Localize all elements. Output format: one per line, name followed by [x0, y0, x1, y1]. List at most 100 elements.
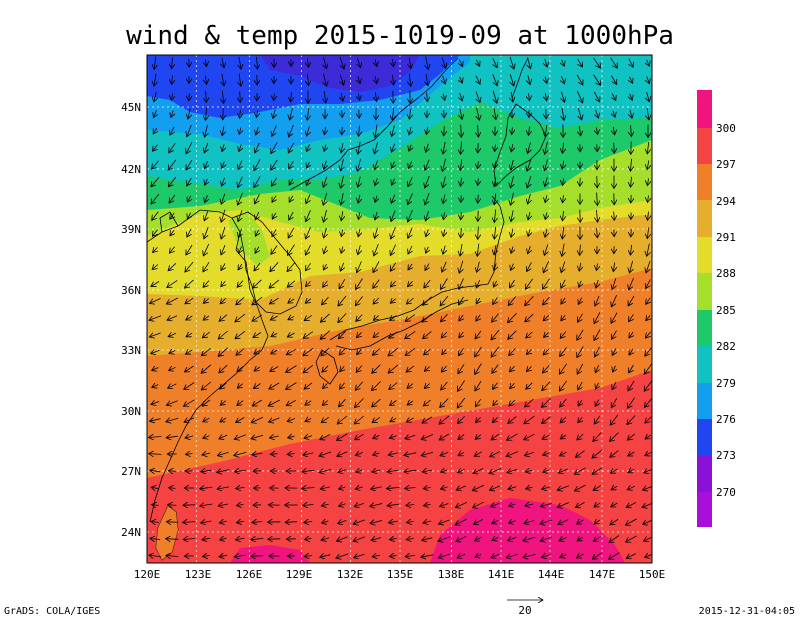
wind-vector — [613, 110, 615, 118]
wind-vector — [561, 75, 564, 84]
wind-vector — [597, 144, 598, 151]
wind-vector — [271, 177, 278, 186]
wind-vector — [561, 91, 564, 102]
wind-vector — [169, 246, 175, 253]
wind-vector — [388, 521, 398, 523]
wind-vector — [613, 127, 614, 135]
wind-vector — [646, 260, 650, 273]
wind-vector — [306, 144, 309, 151]
wind-vector — [221, 244, 225, 255]
wind-vector — [421, 434, 434, 439]
wind-vector — [251, 435, 264, 439]
wind-vector — [222, 58, 224, 68]
wind-vector — [544, 159, 547, 170]
colorbar-swatch — [697, 237, 712, 273]
x-tick-label: 132E — [337, 568, 364, 581]
wind-vector — [390, 556, 397, 557]
wind-vector — [508, 416, 517, 424]
wind-vector — [373, 279, 380, 289]
wind-vector — [355, 433, 364, 439]
wind-vector — [186, 142, 193, 154]
wind-vector — [543, 470, 550, 472]
wind-vector — [594, 503, 601, 507]
wind-vector — [491, 329, 500, 340]
wind-vector — [475, 363, 482, 375]
wind-vector — [631, 125, 632, 136]
wind-vector — [441, 331, 448, 338]
wind-vector — [626, 553, 636, 559]
wind-vector — [221, 281, 225, 286]
wind-vector — [575, 484, 586, 491]
wind-vector — [321, 347, 330, 356]
wind-vector — [169, 351, 176, 354]
wind-vector — [372, 364, 381, 374]
wind-vector — [239, 56, 241, 69]
wind-vector — [286, 348, 296, 354]
wind-vector — [559, 537, 568, 541]
wind-vector — [491, 554, 500, 557]
wind-vector — [271, 142, 278, 153]
wind-vector — [166, 555, 179, 556]
wind-vector — [460, 108, 462, 120]
wind-vector — [304, 521, 313, 522]
wind-vector — [543, 314, 550, 321]
wind-vector — [150, 419, 161, 422]
wind-vector — [253, 279, 262, 288]
wind-vector — [441, 487, 448, 489]
wind-vector — [324, 227, 327, 238]
wind-vector — [152, 505, 159, 506]
coastline-sakhalin — [511, 57, 529, 99]
wind-vector — [168, 384, 177, 388]
wind-vector — [560, 331, 567, 339]
wind-vector — [388, 364, 399, 373]
wind-vector — [285, 522, 297, 523]
wind-vector — [338, 330, 346, 339]
wind-vector — [422, 313, 433, 322]
wind-vector — [459, 59, 462, 67]
wind-vector — [647, 227, 648, 238]
wind-vector — [238, 210, 242, 221]
wind-vector — [321, 416, 330, 422]
wind-vector — [342, 127, 343, 135]
x-tick-label: 120E — [134, 568, 161, 581]
wind-vector — [455, 518, 467, 525]
wind-vector — [508, 330, 517, 340]
wind-vector — [357, 158, 360, 171]
wind-vector — [609, 535, 620, 543]
wind-vector — [578, 107, 581, 120]
wind-vector — [272, 212, 275, 219]
wind-vector — [493, 280, 496, 287]
wind-vector — [337, 415, 348, 424]
wind-vector — [341, 193, 343, 205]
wind-vector — [630, 109, 632, 119]
wind-vector — [170, 212, 174, 219]
wind-vector — [492, 417, 498, 422]
wind-vector — [405, 488, 416, 489]
wind-vector — [320, 487, 330, 489]
wind-vector — [645, 331, 650, 338]
wind-vector — [405, 435, 416, 439]
wind-vector — [458, 452, 465, 455]
wind-vector — [491, 433, 500, 440]
wind-vector — [476, 417, 481, 422]
wind-vector — [528, 212, 530, 220]
wind-vector — [494, 161, 495, 168]
wind-vector — [426, 246, 429, 253]
wind-vector — [151, 193, 160, 204]
colorbar: 300 297 294 291 288 285 282 279 276 273 … — [697, 90, 736, 527]
wind-vector — [274, 93, 275, 100]
wind-vector — [475, 398, 482, 407]
wind-vector — [287, 244, 295, 256]
wind-vector — [371, 538, 382, 541]
wind-vector — [476, 279, 479, 288]
wind-vector — [220, 538, 227, 540]
wind-vector — [408, 177, 412, 186]
wind-vector — [630, 93, 633, 101]
wind-vector — [612, 278, 616, 289]
wind-vector — [557, 485, 569, 491]
wind-vector — [236, 348, 245, 356]
colorbar-label: 297 — [716, 158, 736, 171]
wind-vector — [358, 93, 359, 101]
plot-area — [147, 55, 652, 563]
wind-vector — [561, 297, 565, 304]
